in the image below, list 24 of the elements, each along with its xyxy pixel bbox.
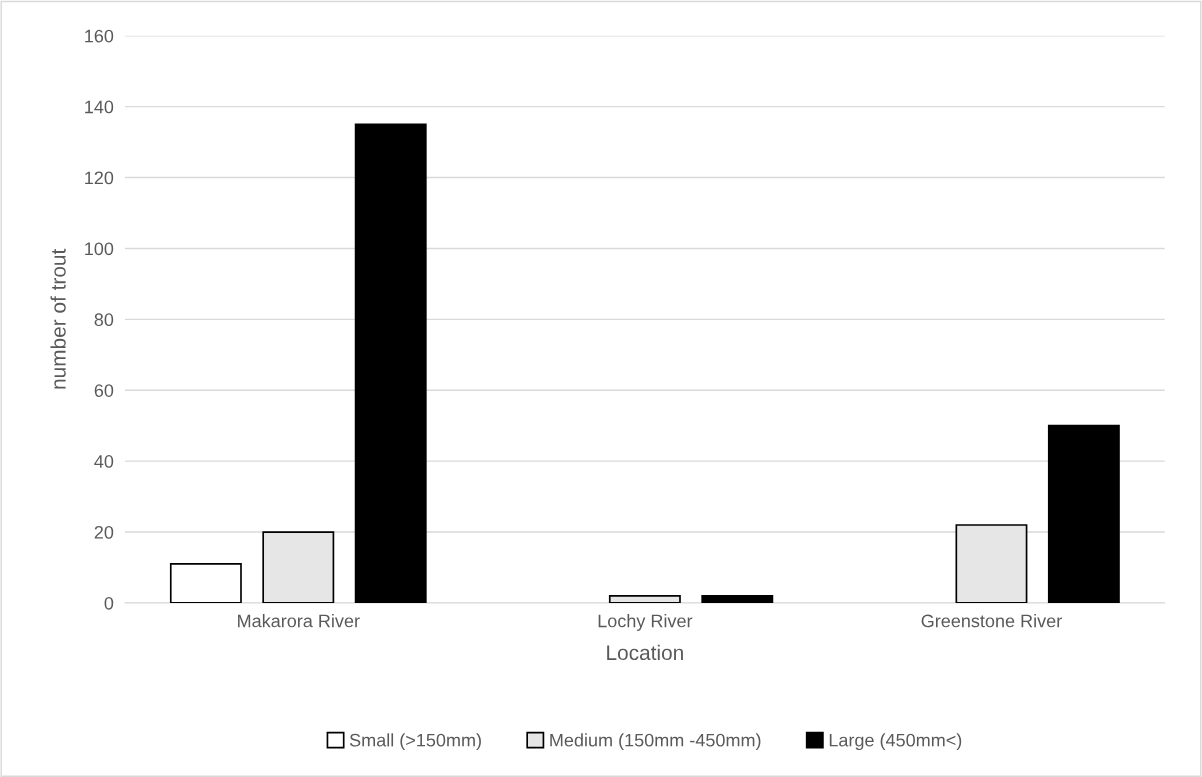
y-tick-label: 60: [94, 384, 114, 397]
y-tick-label: 160: [85, 29, 114, 43]
y-tick-label: 140: [85, 100, 114, 114]
bar: [169, 563, 242, 603]
y-tick-label: 100: [85, 242, 114, 256]
y-tick-label: 0: [104, 596, 114, 610]
x-axis-title: Location: [607, 644, 683, 661]
x-tick-label: Greenstone River: [921, 614, 1062, 628]
bar: [354, 123, 427, 603]
y-tick-label: 20: [94, 525, 114, 539]
legend-label: Large (450mm<): [829, 733, 962, 751]
bar: [608, 595, 681, 603]
x-tick-label: Makarora River: [238, 614, 360, 628]
y-tick-label: 80: [94, 313, 114, 327]
bar: [701, 595, 774, 603]
bar: [1047, 424, 1120, 603]
legend-label: Medium (150mm -450mm): [550, 733, 761, 751]
bar: [955, 524, 1028, 603]
bar: [262, 531, 335, 603]
legend-label: Small (>150mm): [349, 733, 481, 751]
x-tick-label: Lochy River: [598, 614, 693, 631]
y-tick-label: 40: [94, 455, 114, 468]
y-tick-label: 120: [85, 171, 114, 185]
y-axis-title: number of trout: [50, 248, 66, 389]
